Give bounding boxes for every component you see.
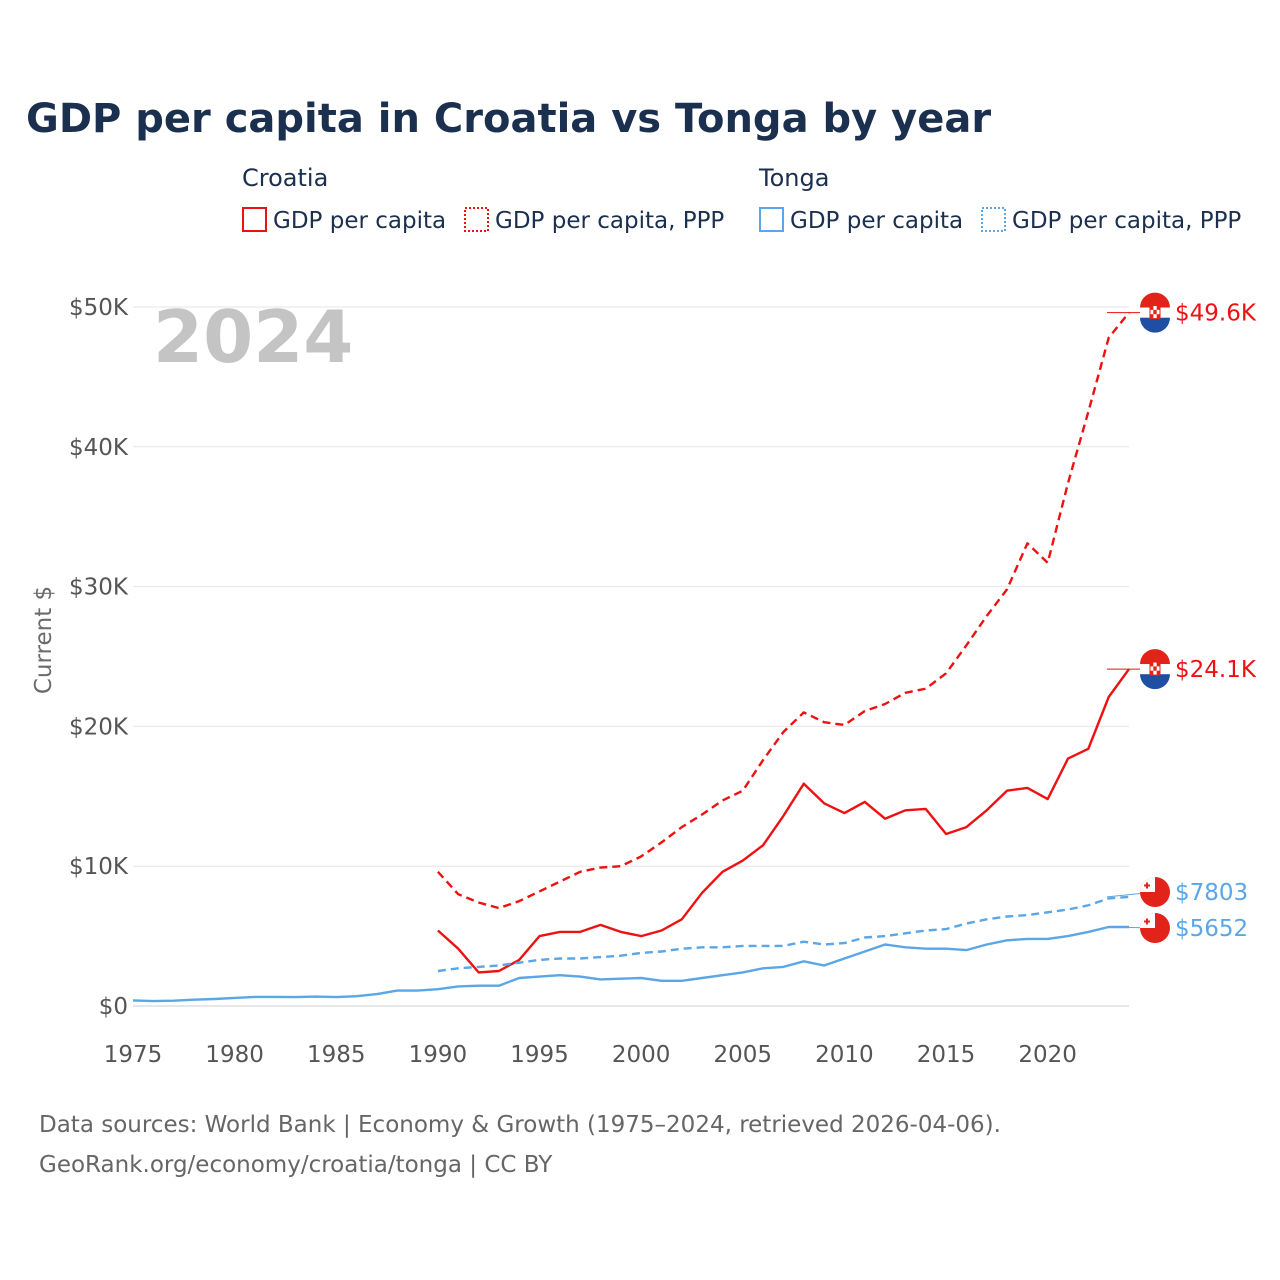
x-axis-ticks: 1975 1980 1985 1990 1995 2000 2005 2010 2015 2020 xyxy=(104,1042,1077,1068)
x-tick-label: 1980 xyxy=(205,1042,264,1068)
legend-label-tonga-ppp: GDP per capita, PPP xyxy=(1012,208,1241,234)
legend-group-tonga: Tonga xyxy=(758,164,829,192)
x-tick-label: 2020 xyxy=(1018,1042,1077,1068)
y-tick-label: $40K xyxy=(69,435,129,461)
end-value-label: $7803 xyxy=(1175,880,1248,906)
y-tick-label: $10K xyxy=(69,854,129,880)
source-line-1: Data sources: World Bank | Economy & Gro… xyxy=(39,1112,1001,1138)
legend-swatch-tonga-gdp xyxy=(759,207,784,232)
y-tick-label: $0 xyxy=(99,994,128,1020)
legend-label-tonga-gdp: GDP per capita xyxy=(790,208,963,234)
end-value-label: $24.1K xyxy=(1175,657,1257,683)
y-tick-label: $30K xyxy=(69,575,129,601)
y-tick-label: $20K xyxy=(69,714,129,740)
croatia-flag-icon xyxy=(1140,292,1170,333)
end-value-label: $49.6K xyxy=(1175,301,1257,327)
chart-title: GDP per capita in Croatia vs Tonga by ye… xyxy=(26,96,991,142)
series-line-croatia-gdp xyxy=(437,668,1130,974)
x-tick-label: 1975 xyxy=(104,1042,163,1068)
year-watermark: 2024 xyxy=(153,295,353,379)
end-markers: $49.6K $24.1K $7803 $5652 xyxy=(1106,292,1257,943)
tonga-flag-icon xyxy=(1140,913,1170,943)
gridlines xyxy=(133,306,1129,1007)
source-line-2: GeoRank.org/economy/croatia/tonga | CC B… xyxy=(39,1152,553,1178)
end-value-label: $5652 xyxy=(1175,916,1248,942)
x-tick-label: 2010 xyxy=(815,1042,874,1068)
legend-group-croatia: Croatia xyxy=(242,164,328,192)
legend-swatch-tonga-ppp xyxy=(981,207,1006,232)
x-tick-label: 1995 xyxy=(510,1042,569,1068)
x-tick-label: 2005 xyxy=(714,1042,773,1068)
series-line-tonga-ppp xyxy=(437,895,1130,973)
croatia-flag-icon xyxy=(1140,649,1170,690)
legend-swatch-croatia-ppp xyxy=(464,207,489,232)
x-tick-label: 1990 xyxy=(409,1042,468,1068)
legend-label-croatia-ppp: GDP per capita, PPP xyxy=(495,208,724,234)
y-tick-label: $50K xyxy=(69,295,129,321)
x-tick-label: 2015 xyxy=(917,1042,976,1068)
series-line-tonga-gdp xyxy=(132,925,1129,1003)
legend-label-croatia-gdp: GDP per capita xyxy=(273,208,446,234)
series-line-croatia-ppp xyxy=(437,311,1130,910)
x-tick-label: 1985 xyxy=(307,1042,366,1068)
y-axis-label: Current $ xyxy=(31,586,57,694)
tonga-flag-icon xyxy=(1140,877,1170,907)
y-axis-ticks: $0 $10K $20K $30K $40K $50K xyxy=(69,295,129,1020)
legend: Croatia GDP per capita GDP per capita, P… xyxy=(242,164,1241,234)
series-lines xyxy=(132,311,1130,1003)
x-tick-label: 2000 xyxy=(612,1042,671,1068)
legend-swatch-croatia-gdp xyxy=(242,207,267,232)
